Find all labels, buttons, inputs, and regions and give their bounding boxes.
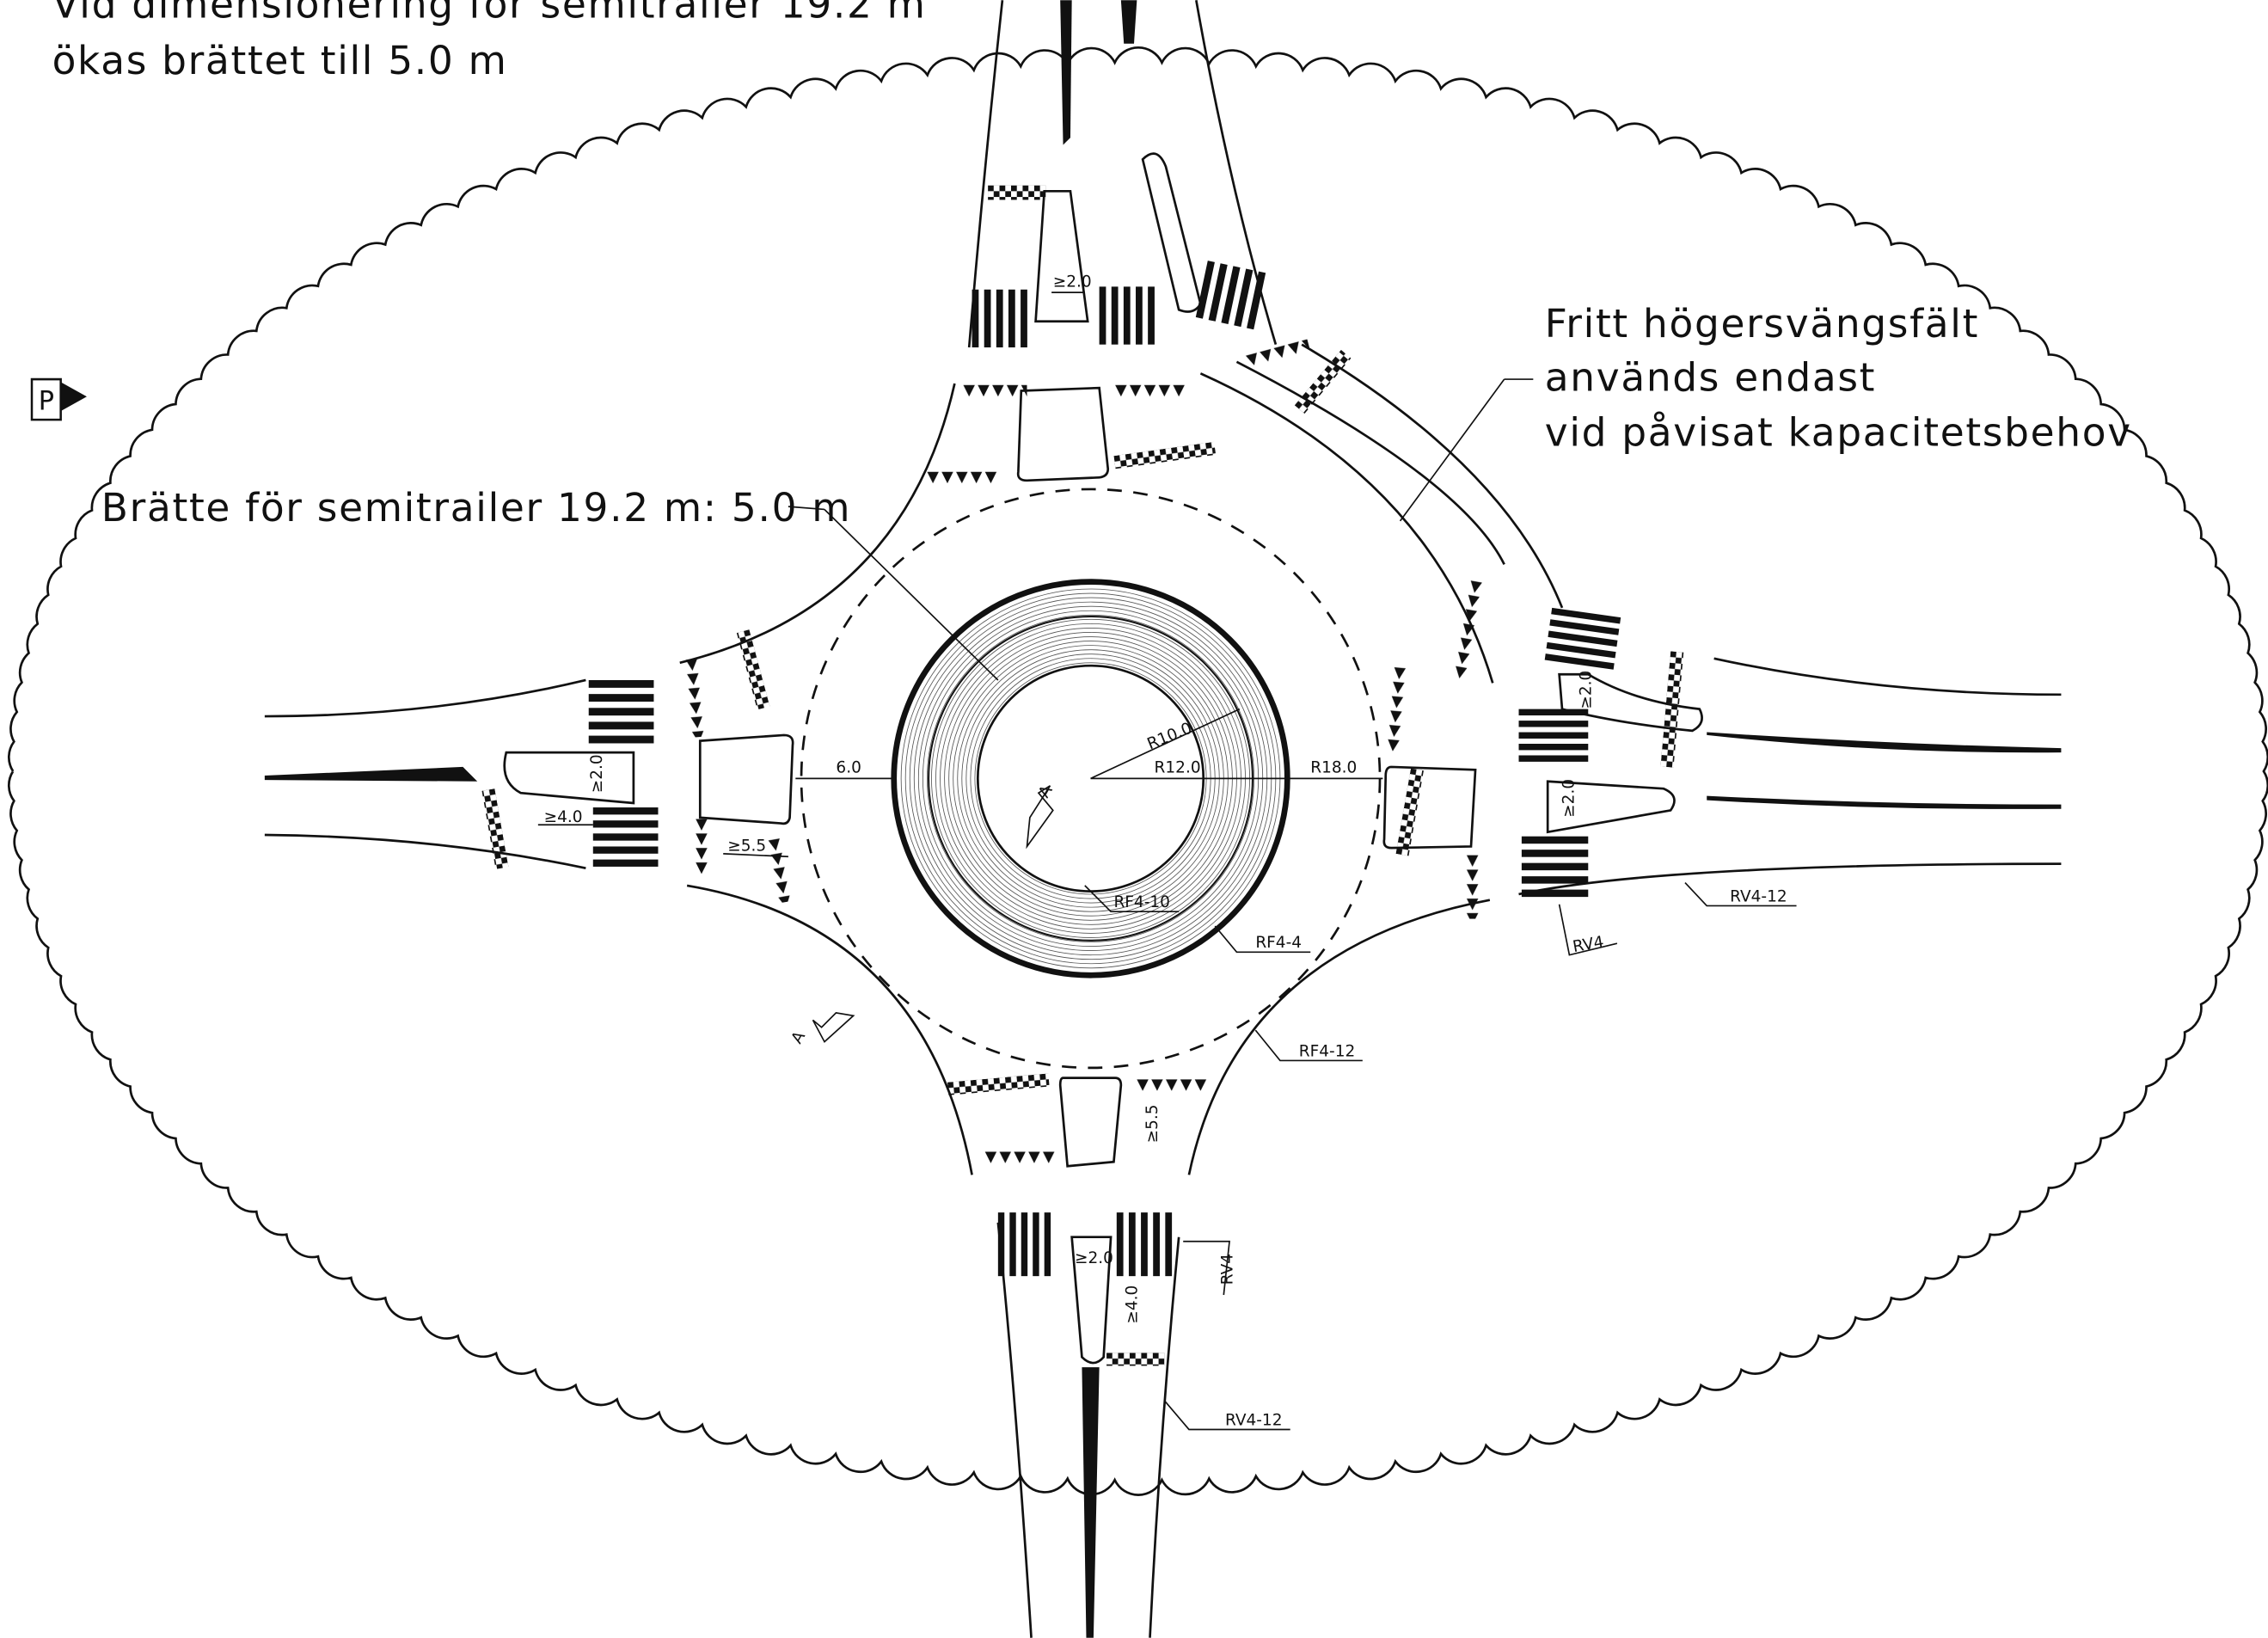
crosswalk-bar — [1522, 876, 1588, 884]
yield-line — [1244, 338, 1310, 367]
yield-line — [767, 837, 793, 903]
cycle-crossing — [737, 629, 770, 709]
crosswalk-bar — [589, 736, 654, 744]
crosswalk-bar — [1045, 1212, 1051, 1276]
crosswalk-bar — [1522, 837, 1588, 844]
yield-line — [962, 383, 1027, 396]
sign-marker: P — [32, 379, 87, 420]
dimension-label: ≥5.5 — [727, 837, 766, 856]
cycle-crossing — [988, 186, 1045, 200]
crosswalk — [589, 680, 654, 743]
reference-label: RF4-4 — [1255, 934, 1302, 952]
dimension-label: ≥2.0 — [1578, 671, 1596, 709]
note-line: används endast — [1545, 355, 1876, 401]
crosswalk-bar — [593, 820, 659, 827]
reference-label: RV4 — [1218, 1254, 1236, 1285]
dimension-label: ≥2.0 — [588, 754, 606, 793]
crosswalk-bar — [1522, 863, 1588, 871]
reference-label: RV4-12 — [1730, 887, 1787, 905]
dimension-label: ≥4.0 — [544, 808, 583, 826]
yield-line — [684, 657, 706, 738]
crosswalk-bar — [1148, 286, 1155, 344]
crosswalk-bar — [1153, 1212, 1160, 1276]
cycle-crossing — [1106, 1353, 1164, 1365]
crosswalk — [593, 807, 659, 867]
crosswalk-bar — [1522, 850, 1588, 857]
crosswalk-bar — [1141, 1212, 1148, 1276]
crosswalk-bar — [593, 833, 659, 840]
crosswalk-bar — [1519, 709, 1589, 715]
crosswalk-bar — [1519, 733, 1589, 739]
crosswalk-bar — [1100, 286, 1106, 344]
cycle-crossing — [481, 788, 508, 869]
crosswalk-bar — [589, 721, 654, 729]
dimension-label: R12.0 — [1155, 759, 1201, 777]
sign-label: P — [39, 386, 54, 416]
crosswalk-bar — [1033, 1212, 1039, 1276]
crosswalk — [1545, 608, 1621, 670]
note-line: Brätte för semitrailer 19.2 m: 5.0 m — [101, 485, 851, 531]
yield-line — [984, 1150, 1056, 1163]
crosswalk-bar — [1519, 721, 1589, 727]
crosswalk-bar — [1021, 290, 1027, 347]
reference-label: RF4-12 — [1299, 1042, 1355, 1060]
crosswalk-bar — [1009, 1212, 1015, 1276]
crosswalk — [1100, 286, 1155, 344]
note-line: vid påvisat kapacitetsbehov — [1545, 409, 2132, 455]
crosswalk-bar — [589, 694, 654, 702]
crosswalk-bar — [1021, 1212, 1027, 1276]
dimension-label: ≥2.0 — [1560, 779, 1578, 818]
yield-line — [1113, 383, 1186, 396]
yield-line — [1465, 854, 1480, 919]
cycle-crossing — [1113, 442, 1216, 469]
crosswalk-bar — [1519, 755, 1589, 761]
crosswalk-bar — [1112, 286, 1119, 344]
crosswalk-bar — [589, 680, 654, 688]
cycle-crossing — [947, 1073, 1050, 1095]
crosswalk-bar — [1522, 890, 1588, 898]
crosswalk-bar — [1129, 1212, 1136, 1276]
note-line: ökas brättet till 5.0 m — [52, 38, 508, 83]
crosswalk-bar — [589, 708, 654, 715]
cycle-crossing — [1295, 350, 1352, 414]
dimension-label: ≥5.5 — [1143, 1104, 1162, 1143]
crosswalk — [998, 1212, 1051, 1276]
crosswalk-bar — [593, 846, 659, 853]
crosswalk-bar — [972, 290, 979, 347]
crosswalk-bar — [984, 290, 991, 347]
note-line: Vid dimensionering för semitrailer 19.2 … — [52, 0, 927, 27]
dimension-label: ≥2.0 — [1075, 1249, 1113, 1267]
crosswalk-bar — [996, 290, 1003, 347]
crosswalk — [972, 290, 1027, 347]
dimension-label: 6.0 — [836, 759, 861, 777]
crosswalk-bar — [1117, 1212, 1124, 1276]
yield-line — [1136, 1078, 1208, 1091]
crosswalk-bar — [1008, 290, 1015, 347]
crosswalk-bar — [593, 860, 659, 867]
yield-line — [695, 818, 709, 875]
dimension-label: R18.0 — [1310, 759, 1357, 777]
crosswalk — [1117, 1212, 1172, 1276]
crosswalk-bar — [1136, 286, 1143, 344]
crosswalk-bar — [1165, 1212, 1172, 1276]
reference-label: RF4-10 — [1113, 893, 1169, 911]
crosswalk-bar — [1519, 744, 1589, 750]
dimension-label: ≥2.0 — [1053, 273, 1092, 291]
yield-line — [926, 470, 998, 483]
yield-line — [1385, 666, 1407, 753]
crosswalk-bar — [1124, 286, 1131, 344]
reference-label: RV4-12 — [1225, 1411, 1282, 1429]
crosswalk — [1519, 709, 1589, 762]
note-line: Fritt högersvängsfält — [1545, 301, 1979, 347]
crosswalk-bar — [593, 807, 659, 814]
dimension-label: ≥4.0 — [1123, 1285, 1141, 1324]
reference-label: RV4 — [1572, 933, 1605, 956]
roundabout-drawing: P Vid dimensionering för semitrailer 19.… — [0, 0, 2268, 1638]
crosswalk-bar — [998, 1212, 1004, 1276]
section-mark: A — [788, 1028, 810, 1047]
